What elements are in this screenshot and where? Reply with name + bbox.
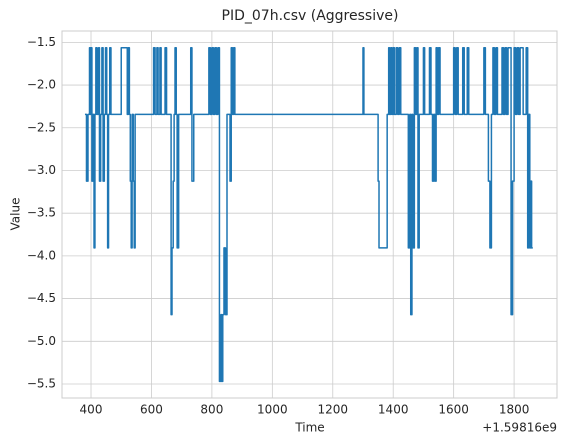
plot-frame: [61, 30, 558, 399]
x-tick-label: 600: [140, 403, 163, 417]
x-tick-label: 800: [200, 403, 223, 417]
y-tick-label: −4.5: [27, 291, 56, 305]
x-tick-label: 1400: [378, 403, 409, 417]
x-tick-label: 1000: [257, 403, 288, 417]
y-axis-label: Value: [9, 198, 23, 231]
x-tick-label: 400: [80, 403, 103, 417]
x-offset-label: +1.59816e9: [482, 421, 557, 435]
x-tick-label: 1800: [499, 403, 530, 417]
data-line: [84, 46, 533, 383]
y-tick-label: −5.0: [27, 334, 56, 348]
y-tick-label: −3.5: [27, 206, 56, 220]
y-tick-label: −2.0: [27, 78, 56, 92]
x-axis-label: Time: [294, 421, 324, 435]
y-tick-label: −5.5: [27, 376, 56, 390]
y-tick-label: −3.0: [27, 163, 56, 177]
y-tick-label: −2.5: [27, 120, 56, 134]
x-tick-label: 1600: [438, 403, 469, 417]
x-tick-label: 1200: [317, 403, 348, 417]
y-tick-label: −4.0: [27, 248, 56, 262]
y-tick-label: −1.5: [27, 35, 56, 49]
chart-title: PID_07h.csv (Aggressive): [222, 8, 399, 24]
